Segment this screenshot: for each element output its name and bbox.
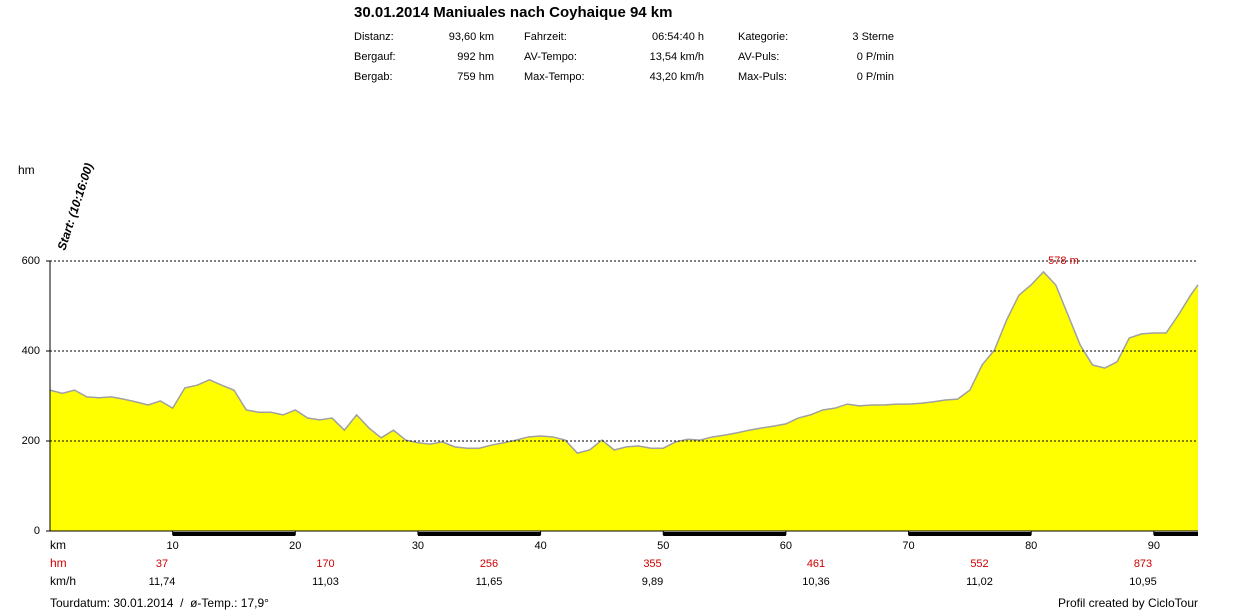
y-tick-label: 600 — [22, 255, 40, 267]
stat-value: 13,54 km/h — [650, 51, 704, 63]
stat-value: 43,20 km/h — [650, 71, 704, 83]
chart-title: 30.01.2014 Maniuales nach Coyhaique 94 k… — [354, 4, 673, 21]
stat-label: Distanz: — [354, 31, 394, 43]
footer-right: Profil created by CicloTour — [1058, 596, 1198, 610]
axis-band — [908, 532, 1032, 536]
y-axis-label: hm — [18, 163, 35, 177]
stat-label: Kategorie: — [738, 31, 788, 43]
stat-value: 759 hm — [457, 71, 494, 83]
speed-value: 11,65 — [476, 576, 503, 588]
stat-label: Fahrzeit: — [524, 31, 567, 43]
stat-label: Max-Puls: — [738, 71, 787, 83]
stat-value: 06:54:40 h — [652, 31, 704, 43]
stat-label: Max-Tempo: — [524, 71, 585, 83]
y-tick-label: 400 — [22, 345, 40, 357]
x-tick-label: 40 — [534, 540, 546, 552]
hm-value: 873 — [1134, 558, 1152, 570]
stat-value: 0 P/min — [857, 71, 894, 83]
stat-value: 992 hm — [457, 51, 494, 63]
speed-row-label: km/h — [50, 574, 76, 588]
max-label: 578 m — [1048, 255, 1079, 267]
hm-row-label: hm — [50, 556, 67, 570]
axis-band — [172, 532, 296, 536]
elevation-line — [49, 270, 1199, 454]
axis-band — [663, 532, 786, 536]
speed-value: 9,89 — [642, 576, 663, 588]
x-tick-label: 30 — [412, 540, 424, 552]
axis-band — [417, 532, 541, 536]
stat-label: Bergauf: — [354, 51, 396, 63]
x-axis-label: km — [50, 538, 66, 552]
stat-label: Bergab: — [354, 71, 393, 83]
hm-value: 256 — [480, 558, 498, 570]
elevation-area — [50, 271, 1198, 531]
speed-value: 10,95 — [1129, 576, 1157, 588]
stat-value: 0 P/min — [857, 51, 894, 63]
hm-value: 355 — [643, 558, 661, 570]
speed-value: 11,03 — [312, 576, 339, 588]
x-tick-label: 70 — [902, 540, 914, 552]
hm-value: 461 — [807, 558, 825, 570]
x-tick-label: 20 — [289, 540, 301, 552]
x-tick-label: 10 — [167, 540, 179, 552]
speed-value: 11,02 — [966, 576, 993, 588]
stat-value: 93,60 km — [449, 31, 494, 43]
y-tick-label: 200 — [22, 435, 40, 447]
hm-value: 170 — [316, 558, 334, 570]
footer-left: Tourdatum: 30.01.2014 / ø-Temp.: 17,9° — [50, 596, 269, 610]
stat-value: 3 Sterne — [852, 31, 894, 43]
hm-value: 37 — [156, 558, 168, 570]
y-tick-label: 0 — [34, 525, 40, 537]
stat-label: AV-Tempo: — [524, 51, 577, 63]
start-label: Start: (10:16:00) — [55, 161, 96, 252]
x-tick-label: 80 — [1025, 540, 1037, 552]
axis-band — [1153, 532, 1198, 536]
x-tick-label: 50 — [657, 540, 669, 552]
speed-value: 11,74 — [149, 576, 176, 588]
stat-label: AV-Puls: — [738, 51, 779, 63]
x-tick-label: 90 — [1148, 540, 1160, 552]
hm-value: 552 — [970, 558, 988, 570]
x-tick-label: 60 — [780, 540, 792, 552]
speed-value: 10,36 — [802, 576, 830, 588]
